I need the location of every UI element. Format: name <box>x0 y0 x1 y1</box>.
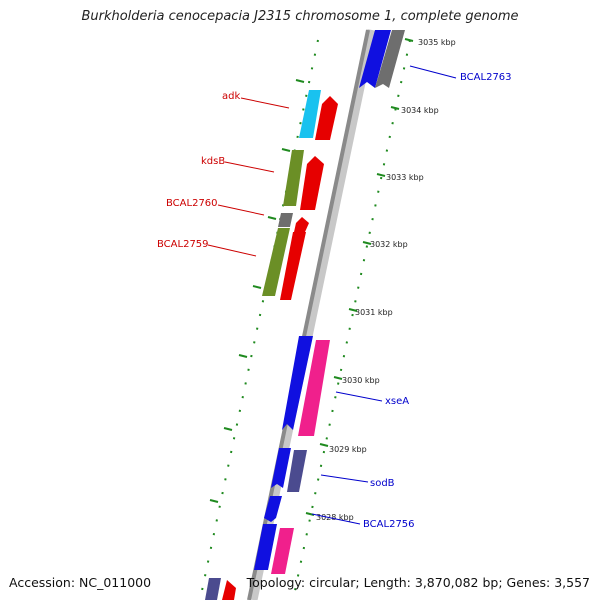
gene-kdsB <box>283 150 304 206</box>
leader-xseA <box>335 391 383 402</box>
leader-BCAL2756 <box>311 513 361 525</box>
leader-BCAL2763 <box>409 65 457 79</box>
tick-label-3033: 3033 kbp <box>386 173 424 182</box>
left-labels: adk kdsB BCAL2760 BCAL2759 <box>157 91 290 257</box>
gene-adk <box>299 90 321 138</box>
gene-red-3 <box>294 217 309 232</box>
leader-sodB <box>320 474 369 483</box>
dotted-guide-left <box>199 39 319 600</box>
leader-adk <box>240 97 290 109</box>
gene-red-4 <box>280 232 306 300</box>
label-BCAL2759: BCAL2759 <box>157 239 209 250</box>
tick-label-3034: 3034 kbp <box>401 106 439 115</box>
accession-text: Accession: NC_011000 <box>9 575 152 590</box>
label-kdsB: kdsB <box>201 156 225 167</box>
label-adk: adk <box>222 91 240 102</box>
gene-gray-top <box>375 30 405 88</box>
dotted-guide-right <box>292 39 411 600</box>
gene-sodB <box>271 448 291 488</box>
tick-label-3030: 3030 kbp <box>342 376 380 385</box>
gene-red-1 <box>315 96 338 140</box>
leader-BCAL2760 <box>217 204 265 216</box>
leader-kdsB <box>224 161 275 173</box>
gene-magenta-1 <box>298 340 330 436</box>
gene-features <box>205 30 405 600</box>
label-sodB: sodB <box>370 478 395 489</box>
tick-label-3028: 3028 kbp <box>316 513 354 522</box>
gene-BCAL2760 <box>278 213 293 227</box>
gene-magenta-2 <box>271 528 294 574</box>
gene-blue-top <box>359 30 391 88</box>
gene-slate-bottom <box>205 578 221 600</box>
topology-text: Topology: circular; Length: 3,870,082 bp… <box>246 575 590 590</box>
tick-label-3029: 3029 kbp <box>329 445 367 454</box>
gene-BCAL2759 <box>262 228 290 296</box>
label-BCAL2763: BCAL2763 <box>460 72 512 83</box>
gene-xseA <box>282 336 313 430</box>
right-labels: BCAL2763 xseA sodB BCAL2756 <box>311 65 512 530</box>
gene-slate-1 <box>287 450 307 492</box>
gene-BCAL2756 <box>254 524 277 570</box>
tick-label-3035: 3035 kbp <box>418 38 456 47</box>
tick-label-3031: 3031 kbp <box>355 308 393 317</box>
leader-BCAL2759 <box>207 244 257 257</box>
tick-label-3032: 3032 kbp <box>370 240 408 249</box>
label-xseA: xseA <box>385 396 409 407</box>
tick-marks <box>209 38 414 516</box>
label-BCAL2760: BCAL2760 <box>166 198 218 209</box>
gene-red-bottom <box>222 580 236 600</box>
gene-blue-small <box>264 496 282 522</box>
page-title: Burkholderia cenocepacia J2315 chromosom… <box>81 9 519 24</box>
label-BCAL2756: BCAL2756 <box>363 519 415 530</box>
gene-red-2 <box>300 156 324 210</box>
